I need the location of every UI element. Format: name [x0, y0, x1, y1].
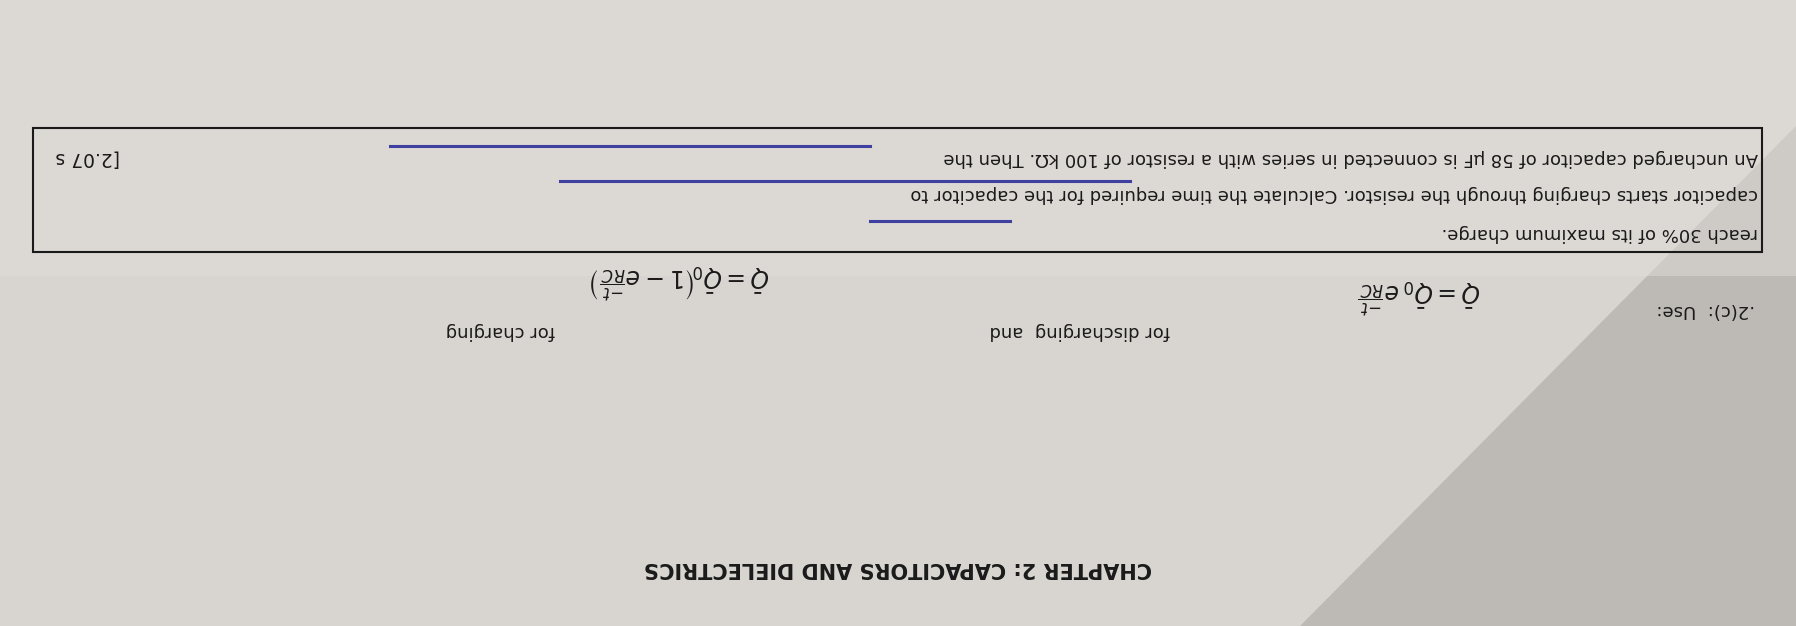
Text: reach 30% of its maximum charge.: reach 30% of its maximum charge. — [1442, 224, 1758, 242]
Polygon shape — [1300, 126, 1796, 626]
Text: for discharging  and: for discharging and — [990, 322, 1171, 340]
Text: CHAPTER 2: CAPACITORS AND DIELECTRICS: CHAPTER 2: CAPACITORS AND DIELECTRICS — [645, 558, 1151, 578]
Text: $\bar{Q} = \bar{Q}_0\!\left(1 - e^{\dfrac{-t}{RC}}\right)$: $\bar{Q} = \bar{Q}_0\!\left(1 - e^{\dfra… — [589, 262, 770, 300]
FancyBboxPatch shape — [0, 0, 1796, 276]
Text: capacitor starts charging through the resistor. Calculate the time required for : capacitor starts charging through the re… — [911, 185, 1758, 203]
Text: [2.07 s: [2.07 s — [56, 148, 120, 168]
Text: .2(c):  Use:: .2(c): Use: — [1656, 301, 1755, 319]
Text: for charging: for charging — [445, 322, 555, 340]
Text: An uncharged capacitor of 58 μF is connected in series with a resistor of 100 kΩ: An uncharged capacitor of 58 μF is conne… — [943, 149, 1758, 167]
Text: $\bar{Q} = \bar{Q}_0\,e^{\dfrac{-t}{RC}}$: $\bar{Q} = \bar{Q}_0\,e^{\dfrac{-t}{RC}}… — [1360, 277, 1482, 315]
